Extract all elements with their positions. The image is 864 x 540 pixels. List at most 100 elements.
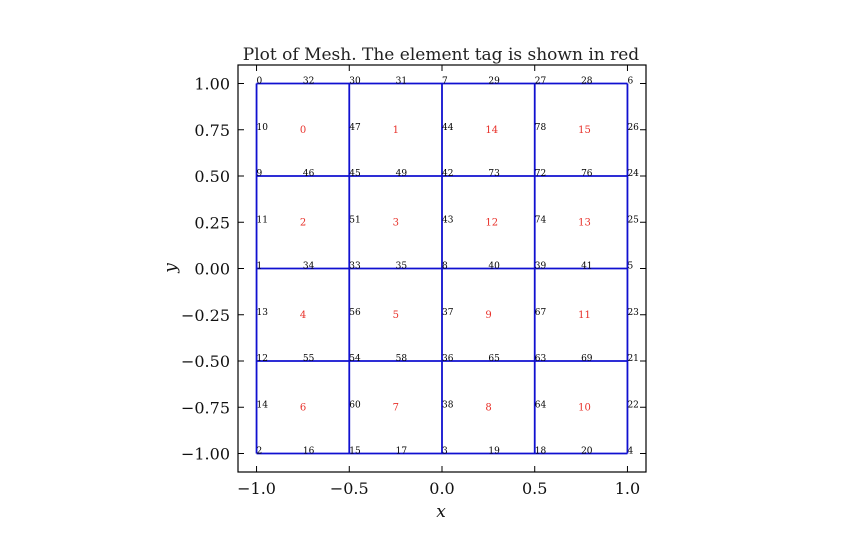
- element-label: 0: [300, 125, 306, 136]
- node-label: 5: [627, 262, 633, 272]
- node-label: 72: [535, 169, 546, 179]
- node-label: 23: [627, 308, 639, 318]
- node-label: 19: [488, 447, 500, 457]
- y-tick-label: −0.50: [181, 352, 230, 371]
- element-labels: 0 1 14 152 3 12 134 5 9 116 7 8 10: [300, 125, 591, 414]
- node-label: 37: [442, 308, 454, 318]
- node-labels: 0 32 30 31 7 29 27 28 610 47 44 78 269 46 45 49 42 73 72 76…: [257, 77, 640, 457]
- node-label: 39: [535, 262, 547, 272]
- y-tick-label: −0.75: [181, 398, 230, 417]
- node-label: 13: [257, 308, 269, 318]
- node-label: 74: [535, 215, 547, 225]
- x-tick-label: −1.0: [237, 479, 276, 498]
- node-label: 46: [303, 169, 315, 179]
- element-label: 8: [485, 402, 491, 413]
- element-label: 1: [393, 125, 399, 136]
- element-label: 3: [393, 217, 399, 228]
- node-label: 76: [581, 169, 593, 179]
- node-label: 54: [349, 354, 361, 364]
- node-label: 7: [442, 77, 448, 87]
- node-label: 3: [442, 447, 448, 457]
- node-label: 6: [627, 77, 633, 87]
- element-label: 2: [300, 217, 306, 228]
- axis-ticks: −1.0 −0.5 0.0 0.5 1.0 1.00 0.75 0.50 0.25 0.00 −0.…: [181, 65, 646, 498]
- node-label: 67: [535, 308, 547, 318]
- node-label: 24: [627, 169, 639, 179]
- node-label: 12: [257, 354, 268, 364]
- node-label: 64: [535, 400, 547, 410]
- node-label: 69: [581, 354, 593, 364]
- node-label: 30: [349, 77, 361, 87]
- node-label: 56: [349, 308, 361, 318]
- node-label: 22: [627, 400, 638, 410]
- element-label: 9: [485, 310, 491, 321]
- node-label: 32: [303, 77, 314, 87]
- node-label: 65: [488, 354, 500, 364]
- node-label: 28: [581, 77, 593, 87]
- y-tick-label: 0.25: [194, 213, 230, 232]
- node-label: 60: [349, 400, 361, 410]
- node-label: 73: [488, 169, 500, 179]
- y-tick-label: −0.25: [181, 306, 230, 325]
- node-label: 35: [396, 262, 408, 272]
- node-label: 42: [442, 169, 453, 179]
- node-label: 27: [535, 77, 547, 87]
- element-label: 14: [485, 125, 498, 136]
- node-label: 2: [257, 447, 263, 457]
- node-label: 21: [627, 354, 638, 364]
- element-label: 11: [578, 310, 591, 321]
- chart-title: Plot of Mesh. The element tag is shown i…: [243, 45, 640, 65]
- node-label: 55: [303, 354, 315, 364]
- mesh-grid: [255, 82, 629, 455]
- y-tick-label: 1.00: [194, 75, 230, 94]
- node-label: 9: [257, 169, 263, 179]
- element-label: 13: [578, 217, 591, 228]
- node-label: 8: [442, 262, 448, 272]
- element-label: 7: [393, 402, 399, 413]
- node-label: 14: [257, 400, 269, 410]
- node-label: 11: [257, 215, 268, 225]
- x-tick-label: 1.0: [615, 479, 640, 498]
- element-label: 5: [393, 310, 399, 321]
- x-axis-label: x: [436, 502, 446, 522]
- node-label: 26: [627, 123, 639, 133]
- node-label: 15: [349, 447, 361, 457]
- node-label: 20: [581, 447, 593, 457]
- x-tick-label: 0.5: [522, 479, 547, 498]
- node-label: 29: [488, 77, 500, 87]
- y-tick-label: −1.00: [181, 445, 230, 464]
- element-label: 4: [300, 310, 306, 321]
- node-label: 47: [349, 123, 361, 133]
- node-label: 0: [257, 77, 263, 87]
- node-label: 38: [442, 400, 454, 410]
- node-label: 17: [396, 447, 408, 457]
- node-label: 33: [349, 262, 361, 272]
- node-label: 44: [442, 123, 454, 133]
- node-label: 41: [581, 262, 592, 272]
- node-label: 40: [488, 262, 500, 272]
- element-label: 10: [578, 402, 591, 413]
- node-label: 45: [349, 169, 361, 179]
- node-label: 36: [442, 354, 454, 364]
- y-tick-label: 0.00: [194, 260, 230, 279]
- element-label: 6: [300, 402, 306, 413]
- x-tick-label: 0.0: [429, 479, 454, 498]
- node-label: 18: [535, 447, 547, 457]
- y-axis-label: y: [161, 263, 181, 274]
- node-label: 58: [396, 354, 408, 364]
- node-label: 34: [303, 262, 315, 272]
- node-label: 10: [257, 123, 269, 133]
- node-label: 1: [257, 262, 263, 272]
- element-label: 15: [578, 125, 591, 136]
- node-label: 4: [627, 447, 633, 457]
- x-tick-label: −0.5: [330, 479, 369, 498]
- y-tick-label: 0.75: [194, 121, 230, 140]
- node-label: 63: [535, 354, 547, 364]
- node-label: 78: [535, 123, 547, 133]
- node-label: 49: [396, 169, 408, 179]
- node-label: 51: [349, 215, 360, 225]
- y-tick-label: 0.50: [194, 167, 230, 186]
- node-label: 43: [442, 215, 454, 225]
- element-label: 12: [485, 217, 498, 228]
